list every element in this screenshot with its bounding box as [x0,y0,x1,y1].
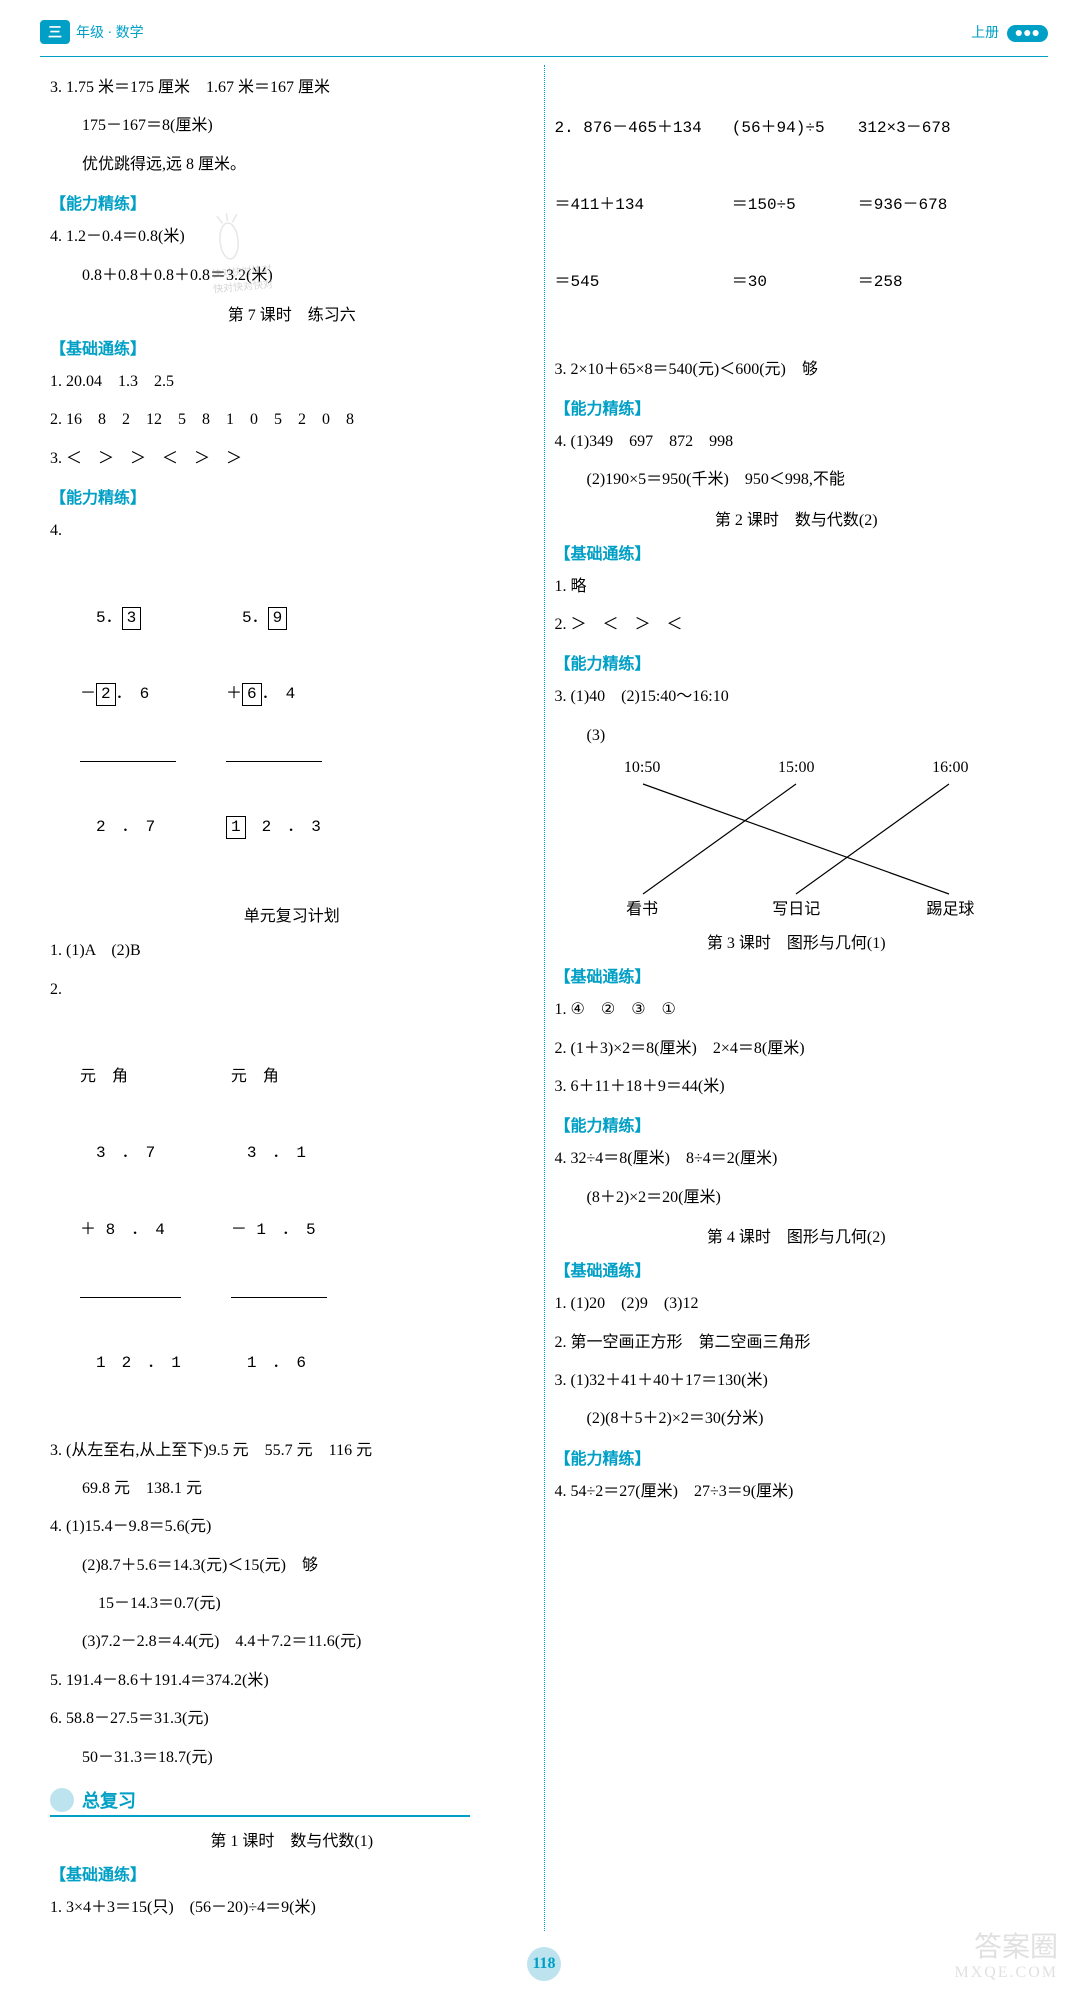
text-line: 1. 3×4＋3＝15(只) (56－20)÷4＝9(米) [50,1893,534,1923]
problem-number: 2. [50,975,534,1005]
header-divider [40,56,1048,57]
section-heading: 【基础通练】 [50,1861,534,1885]
text-line: 3. (1)40 (2)15:40～16:10 [555,682,1039,712]
text-line: 6. 58.8－27.5＝31.3(元) [50,1704,534,1734]
watermark-bottom: 答案圈 MXQE.COM [954,1933,1058,1981]
calc-col: 2. 876－465＋134 ＝411＋134 ＝545 [555,65,702,347]
text-line: 15－14.3＝0.7(元) [98,1589,534,1619]
chapter-icon [50,1788,74,1812]
text-line: 5. 191.4－8.6＋191.4＝374.2(米) [50,1666,534,1696]
lesson-title: 第 4 课时 图形与几何(2) [555,1223,1039,1247]
section-heading: 【基础通练】 [555,540,1039,564]
matching-diagram: 10:50 15:00 16:00 看书 写日记 踢足球 [566,759,1026,919]
activity-label: 写日记 [720,895,872,919]
section-heading: 【能力精练】 [555,1445,1039,1469]
addition-block: 元 角 3 ． 7 ＋ 8 ． 4 1 2 ． 1 [80,1013,181,1428]
text-line: 1. ④ ② ③ ① [555,995,1039,1025]
section-heading: 【能力精练】 [555,1112,1039,1136]
header-right: 上册 ●●● [971,22,1048,42]
carrot-icon [206,209,250,262]
text-line: 2. 第一空画正方形 第二空画三角形 [555,1328,1039,1358]
text-line: (2)8.7＋5.6＝14.3(元)＜15(元) 够 [82,1551,534,1581]
subtraction-block: 元 角 3 ． 1 － 1 ． 5 1 ． 6 [231,1013,327,1428]
text-line: 1. 略 [555,572,1039,602]
text-line: (8＋2)×2＝20(厘米) [587,1183,1039,1213]
text-line: 1. 20.04 1.3 2.5 [50,367,534,397]
section-heading: 【基础通练】 [555,963,1039,987]
text-line: 2. 16 8 2 12 5 8 1 0 5 2 0 8 [50,405,534,435]
calc-col: 312×3－678 ＝936－678 ＝258 [858,65,954,347]
text-line: 3. (从左至右,从上至下)9.5 元 55.7 元 116 元 [50,1436,534,1466]
text-line: 69.8 元 138.1 元 [82,1474,534,1504]
text-line: 4. 54÷2＝27(厘米) 27÷3＝9(厘米) [555,1477,1039,1507]
text-line: 1. (1)20 (2)9 (3)12 [555,1289,1039,1319]
grade-badge: 三 [40,20,70,44]
text-line: (2)(8＋5＋2)×2＝30(分米) [587,1404,1039,1434]
lesson-title: 第 2 课时 数与代数(2) [555,506,1039,530]
page-number-value: 118 [527,1947,561,1981]
chapter-underline [50,1813,470,1817]
left-column: 3. 1.75 米＝175 厘米 1.67 米＝167 厘米 175－167＝8… [40,65,545,1931]
vertical-calc-row: 元 角 3 ． 7 ＋ 8 ． 4 1 2 ． 1 元 角 3 ． 1 － 1 … [80,1013,534,1428]
text-line: 2. (1＋3)×2＝8(厘米) 2×4＝8(厘米) [555,1034,1039,1064]
page-number: 118 [40,1947,1048,1981]
text-line: 2. ＞ ＜ ＞ ＜ [555,610,1039,640]
header-pill: ●●● [1007,25,1048,42]
text-line: 1. (1)A (2)B [50,936,534,966]
text-line: 50－31.3＝18.7(元) [82,1743,534,1773]
watermark-carrot: 快对快对快对 快对快对快对 [206,208,273,296]
right-column: 2. 876－465＋134 ＝411＋134 ＝545 (56＋94)÷5 ＝… [545,65,1049,1931]
lesson-title: 第 1 课时 数与代数(1) [50,1827,534,1851]
chapter-name: 总复习 [82,1787,136,1813]
activity-label: 看书 [566,895,718,919]
lesson-title: 第 7 课时 练习六 [50,301,534,325]
calc-col: (56＋94)÷5 ＝150÷5 ＝30 [732,65,828,347]
text-line: 0.8＋0.8＋0.8＋0.8＝3.2(米) [82,261,534,291]
text-line: 3. 2×10＋65×8＝540(元)＜600(元) 够 [555,355,1039,385]
text-line: 3. (1)32＋41＋40＋17＝130(米) [555,1366,1039,1396]
lesson-title: 第 3 课时 图形与几何(1) [555,929,1039,953]
text-line: 4. 32÷4＝8(厘米) 8÷4＝2(厘米) [555,1144,1039,1174]
text-line: 4. (1)15.4－9.8＝5.6(元) [50,1512,534,1542]
text-line: 4. (1)349 697 872 998 [555,427,1039,457]
match-bottom-row: 看书 写日记 踢足球 [566,895,1026,919]
grade-text: 年级 · 数学 [76,22,144,42]
text-line: (2)190×5＝950(千米) 950＜998,不能 [587,465,1039,495]
activity-label: 踢足球 [874,895,1026,919]
lesson-title: 单元复习计划 [50,902,534,926]
text-line: 4. 1.2－0.4＝0.8(米) [50,222,534,252]
three-col-calc: 2. 876－465＋134 ＝411＋134 ＝545 (56＋94)÷5 ＝… [555,65,1039,347]
text-line: 3. 6＋11＋18＋9＝44(米) [555,1072,1039,1102]
text-line: 3. 1.75 米＝175 厘米 1.67 米＝167 厘米 [50,73,534,103]
problem-number: 4. [50,516,534,546]
text-line: (3)7.2－2.8＝4.4(元) 4.4＋7.2＝11.6(元) [82,1627,534,1657]
section-heading: 【能力精练】 [50,190,534,214]
section-heading: 【能力精练】 [50,484,534,508]
section-heading: 【能力精练】 [555,395,1039,419]
addition-block: 5．9 ＋6． 4 1 2 ． 3 [226,555,322,893]
vertical-calc-row: 5．3 －2． 6 2 ． 7 5．9 ＋6． 4 1 2 ． 3 [80,555,534,893]
section-heading: 【能力精练】 [555,650,1039,674]
section-heading: 【基础通练】 [50,335,534,359]
page: 三 年级 · 数学 上册 ●●● 3. 1.75 米＝175 厘米 1.67 米… [0,0,1088,2001]
chapter-heading: 总复习 [50,1787,534,1813]
section-heading: 【基础通练】 [555,1257,1039,1281]
text-line: 175－167＝8(厘米) [82,111,534,141]
header-left: 三 年级 · 数学 [40,20,144,44]
text-line: (3) [587,721,1039,751]
text-line: 优优跳得远,远 8 厘米。 [82,150,534,180]
page-header: 三 年级 · 数学 上册 ●●● [40,20,1048,44]
text-line: 3. ＜ ＞ ＞ ＜ ＞ ＞ [50,444,534,474]
content-columns: 3. 1.75 米＝175 厘米 1.67 米＝167 厘米 175－167＝8… [40,65,1048,1931]
subtraction-block: 5．3 －2． 6 2 ． 7 [80,555,176,893]
volume-text: 上册 [971,26,999,41]
